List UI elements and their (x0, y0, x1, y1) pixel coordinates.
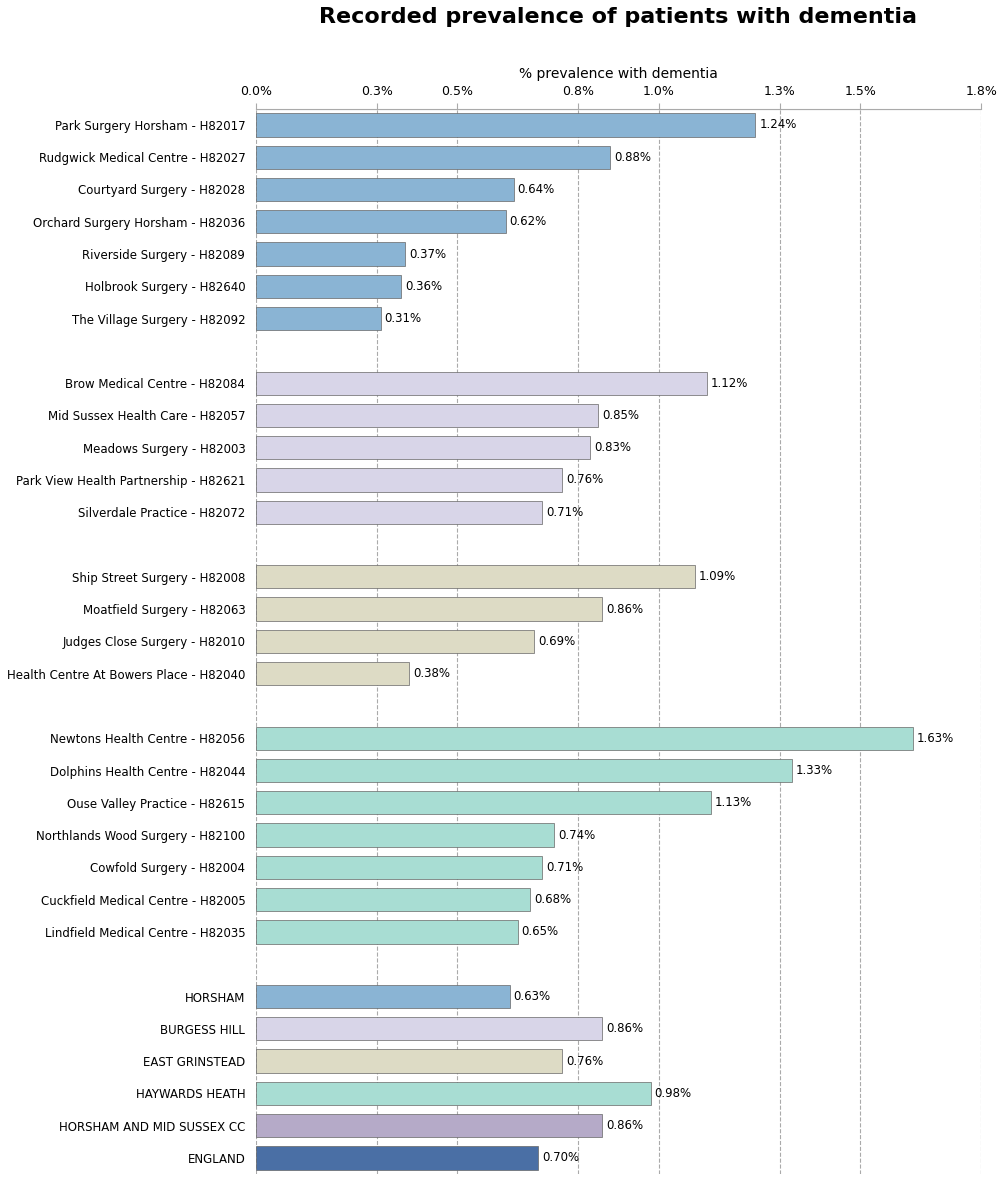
Bar (256, 1017, 602, 1040)
Text: 0.36%: 0.36% (404, 280, 441, 293)
Text: 0.65%: 0.65% (522, 926, 559, 939)
X-axis label: % prevalence with dementia: % prevalence with dementia (519, 67, 717, 81)
Bar (256, 759, 791, 782)
Text: 0.88%: 0.88% (614, 151, 651, 164)
Bar (256, 598, 602, 621)
Text: 0.64%: 0.64% (518, 183, 555, 196)
Bar (256, 275, 400, 298)
Bar (256, 436, 590, 459)
Text: 0.38%: 0.38% (412, 667, 449, 680)
Text: 0.69%: 0.69% (538, 635, 575, 648)
Bar (256, 1147, 538, 1169)
Bar (256, 372, 706, 394)
Text: 1.33%: 1.33% (795, 764, 832, 777)
Bar (256, 469, 562, 491)
Text: 0.98%: 0.98% (654, 1087, 691, 1100)
Text: 0.74%: 0.74% (558, 829, 595, 842)
Text: 0.85%: 0.85% (602, 409, 639, 422)
Bar (256, 307, 380, 331)
Bar (256, 663, 408, 685)
Title: Recorded prevalence of patients with dementia: Recorded prevalence of patients with dem… (319, 7, 917, 27)
Bar (256, 985, 510, 1009)
Bar (256, 823, 554, 847)
Bar (256, 242, 404, 266)
Text: 0.86%: 0.86% (606, 1120, 643, 1133)
Bar (256, 888, 530, 912)
Bar (256, 1082, 650, 1105)
Bar (256, 178, 514, 201)
Bar (256, 726, 912, 750)
Bar (256, 1114, 602, 1137)
Text: 0.76%: 0.76% (566, 474, 603, 487)
Text: 0.37%: 0.37% (408, 248, 445, 261)
Text: 1.09%: 1.09% (698, 570, 735, 583)
Text: 0.71%: 0.71% (546, 861, 583, 874)
Bar (256, 791, 710, 815)
Text: 0.86%: 0.86% (606, 602, 643, 615)
Text: 1.63%: 1.63% (916, 732, 953, 745)
Text: 0.76%: 0.76% (566, 1055, 603, 1068)
Text: 0.68%: 0.68% (534, 893, 571, 906)
Bar (256, 404, 598, 428)
Bar (256, 566, 694, 588)
Text: 0.31%: 0.31% (384, 312, 421, 325)
Text: 0.70%: 0.70% (542, 1151, 579, 1164)
Bar (256, 113, 754, 137)
Text: 0.83%: 0.83% (594, 442, 631, 455)
Text: 1.13%: 1.13% (714, 796, 751, 809)
Bar (256, 856, 542, 879)
Text: 0.71%: 0.71% (546, 505, 583, 518)
Text: 0.86%: 0.86% (606, 1023, 643, 1036)
Text: 0.63%: 0.63% (514, 990, 551, 1003)
Bar (256, 629, 534, 653)
Bar (256, 501, 542, 524)
Bar (256, 920, 518, 944)
Bar (256, 145, 610, 169)
Bar (256, 1050, 562, 1072)
Text: 1.12%: 1.12% (710, 377, 748, 390)
Text: 0.62%: 0.62% (510, 215, 547, 228)
Bar (256, 210, 506, 234)
Text: 1.24%: 1.24% (758, 118, 796, 131)
